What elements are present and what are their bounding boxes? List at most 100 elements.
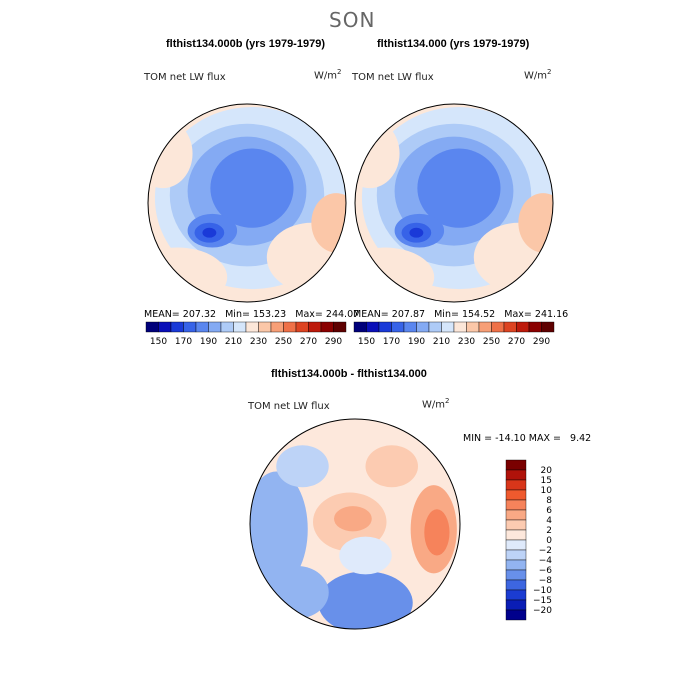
colorbar-tick-label: 150 — [150, 337, 167, 347]
colorbar-tick-label: 210 — [433, 337, 450, 347]
colorbar-tick-label: 230 — [250, 337, 267, 347]
colorbar-swatch — [378, 321, 392, 333]
colorbar-swatch — [366, 321, 380, 333]
diff-stats: MIN = -14.10 MAX = 9.42 — [463, 433, 591, 444]
colorbar-tick-label: 290 — [325, 337, 342, 347]
field-warm-nw — [148, 118, 193, 189]
max-value: 244.07 — [325, 309, 360, 320]
colorbar-swatch — [505, 479, 527, 491]
colorbar-tick-label: −20 — [533, 606, 552, 616]
min-label: MIN = — [463, 433, 493, 444]
colorbar-tick-label: 6 — [546, 506, 552, 516]
panel-1-variable: TOM net LW flux — [144, 72, 226, 83]
colorbar-tick-label: 170 — [383, 337, 400, 347]
map-field — [355, 104, 553, 302]
colorbar-swatch — [505, 559, 527, 571]
colorbar-swatch — [220, 321, 234, 333]
colorbar-swatch — [170, 321, 184, 333]
colorbar-swatch — [416, 321, 430, 333]
colorbar-tick-label: 20 — [541, 466, 553, 476]
field-warm-sw — [355, 247, 435, 302]
colorbar-tick-label: −8 — [539, 576, 553, 586]
map-field — [250, 419, 460, 629]
colorbar-swatch — [516, 321, 530, 333]
field-warm-se — [473, 222, 553, 293]
field-blue — [210, 148, 294, 228]
polar-map-1 — [147, 103, 347, 303]
colorbar-swatch — [453, 321, 467, 333]
field-blue-nw — [276, 445, 329, 488]
colorbar-swatch — [403, 321, 417, 333]
min-label: Min= — [434, 309, 459, 320]
colorbar-swatch — [208, 321, 222, 333]
colorbar-tick-label: 250 — [275, 337, 292, 347]
colorbar-swatch — [233, 321, 247, 333]
colorbar-swatch — [283, 321, 297, 333]
map-border — [147, 103, 347, 303]
map-border — [249, 418, 461, 630]
colorbar-swatch — [503, 321, 517, 333]
min-value: 154.52 — [461, 309, 496, 320]
colorbar-swatch — [245, 321, 259, 333]
colorbar-tick-label: 170 — [175, 337, 192, 347]
map-border — [354, 103, 554, 303]
colorbar-tick-label: 15 — [541, 476, 552, 486]
colorbar-tick-label: 230 — [458, 337, 475, 347]
mean-label: MEAN= — [353, 309, 389, 320]
colorbar-swatch — [505, 489, 527, 501]
diff-variable: TOM net LW flux — [248, 401, 330, 412]
colorbar-tick-label: 270 — [300, 337, 317, 347]
colorbar-tick-label: 210 — [225, 337, 242, 347]
max-label: MAX = — [528, 433, 561, 444]
colorbar-swatch — [491, 321, 505, 333]
min-value: 153.23 — [252, 309, 287, 320]
field-warm-core — [334, 506, 372, 532]
field-warm-e — [518, 193, 553, 253]
colorbar-swatch — [145, 321, 159, 333]
units-exponent: 2 — [547, 68, 552, 76]
colorbar-swatch — [295, 321, 309, 333]
diff-title: flthist134.000b - flthist134.000 — [271, 368, 427, 380]
field-warm-nw — [355, 118, 400, 189]
colorbar-tick-label: 8 — [546, 496, 552, 506]
panel-2-units: W/m2 — [524, 68, 551, 81]
diff-units: W/m2 — [422, 397, 449, 410]
max-label: Max= — [295, 309, 323, 320]
colorbar-swatch — [505, 549, 527, 561]
season-title: SON — [329, 8, 376, 32]
field-warm-ne — [365, 445, 418, 488]
panel-1-title: flthist134.000b (yrs 1979-1979) — [166, 38, 325, 50]
panel-1-stats: MEAN= 207.32 Min= 153.23 Max= 244.07 — [144, 309, 359, 320]
colorbar-swatch — [353, 321, 367, 333]
colorbar-tick-label: 0 — [546, 536, 552, 546]
colorbar-swatch — [308, 321, 322, 333]
polar-map-2 — [354, 103, 554, 303]
max-value: 241.16 — [534, 309, 569, 320]
field-blue — [417, 148, 501, 228]
units-exponent: 2 — [445, 397, 450, 405]
colorbar-swatch — [505, 519, 527, 531]
colorbar-swatch — [505, 529, 527, 541]
colorbar-swatch — [505, 589, 527, 601]
field-blue-w — [250, 471, 308, 587]
min-label: Min= — [225, 309, 250, 320]
colorbar-tick-label: 2 — [546, 526, 552, 536]
colorbar-swatch — [505, 609, 527, 621]
colorbar-swatch — [505, 579, 527, 591]
colorbar-tick-label: −4 — [539, 556, 553, 566]
mean-value: 207.32 — [182, 309, 217, 320]
field-blue-s — [318, 571, 413, 629]
colorbar-swatch — [505, 539, 527, 551]
field-greenland-core — [202, 227, 217, 238]
colorbar-1: 150 170 190 210 230 250 270 290 — [145, 321, 347, 347]
colorbar-tick-label: −10 — [533, 586, 552, 596]
map-field — [148, 104, 346, 302]
colorbar-tick-label: −15 — [533, 596, 552, 606]
colorbar-swatch — [478, 321, 492, 333]
field-neutral — [339, 536, 392, 575]
colorbar-swatch — [528, 321, 542, 333]
polar-map-diff — [249, 418, 461, 630]
min-value: -14.10 — [495, 433, 526, 444]
colorbar-swatch — [505, 509, 527, 521]
